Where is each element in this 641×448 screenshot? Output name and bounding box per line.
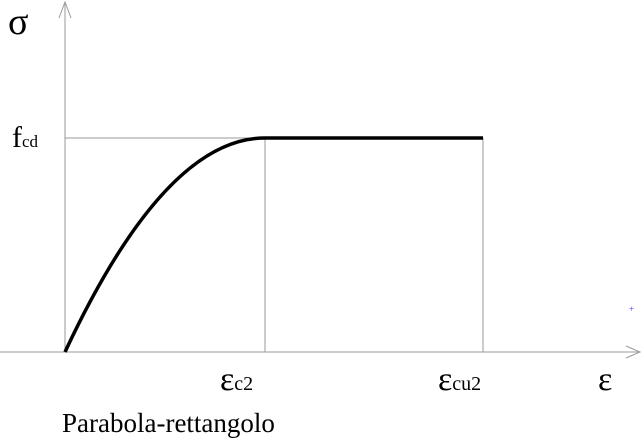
ec2-symbol: ε [220, 361, 234, 398]
ecu2-symbol: ε [438, 361, 452, 398]
fcd-subscript: cd [22, 132, 39, 151]
ecu2-label: εcu2 [438, 361, 481, 398]
y-axis-label: σ [8, 1, 28, 43]
stress-strain-curve [63, 136, 483, 353]
x-axis-arrow [625, 345, 641, 359]
marker: + [629, 304, 634, 314]
fcd-symbol: f [12, 121, 22, 154]
ec2-subscript: c2 [234, 373, 253, 395]
ec2-label: εc2 [220, 361, 253, 398]
ecu2-subscript: cu2 [452, 373, 481, 395]
x-axis-label: ε [598, 361, 612, 398]
fcd-label: fcd [12, 121, 39, 154]
y-axis-arrow [58, 0, 72, 19]
caption: Parabola-rettangolo [62, 408, 275, 438]
